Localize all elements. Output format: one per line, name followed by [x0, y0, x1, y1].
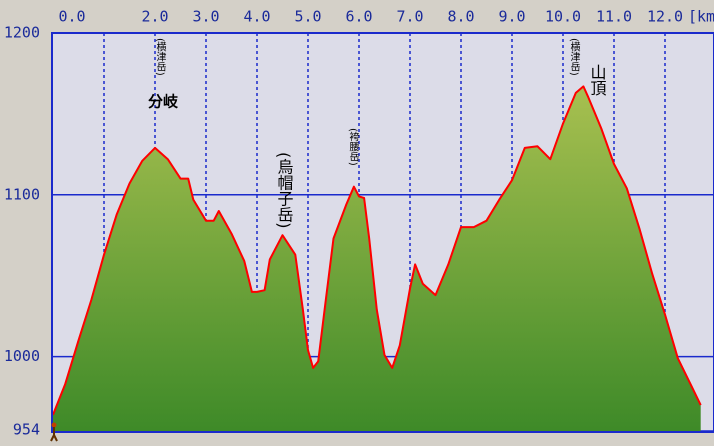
x-tick-label: 3.0 [192, 8, 219, 26]
x-tick-label: 7.0 [396, 8, 423, 26]
annotation: (袴腰岳) [347, 128, 359, 166]
y-tick-label: 1100 [4, 185, 40, 203]
x-tick-label: 0.0 [58, 8, 85, 26]
x-tick-label: 6.0 [345, 8, 372, 26]
y-tick-label: 1200 [4, 24, 40, 42]
x-tick-label: 8.0 [447, 8, 474, 26]
annotation: (横津岳) [154, 38, 166, 76]
elevation-line [52, 85, 702, 416]
annotation: (横津岳) [568, 38, 580, 76]
x-axis-label: [km [688, 8, 714, 26]
annotation: (烏帽子岳) [275, 152, 294, 228]
annotation: 山頂 [588, 64, 607, 96]
x-tick-label: 2.0 [141, 8, 168, 26]
x-tick-label: 10.0 [545, 8, 581, 26]
x-tick-label: 9.0 [498, 8, 525, 26]
annotation: 分岐 [148, 93, 179, 111]
elevation-area [53, 86, 701, 432]
x-tick-label: 5.0 [294, 8, 321, 26]
plot-border [51, 32, 714, 433]
hiker-icon [50, 422, 58, 442]
y-tick-label: 1000 [4, 347, 40, 365]
x-tick-label: 11.0 [596, 8, 632, 26]
x-tick-label: 4.0 [243, 8, 270, 26]
y-tick-label: 954 [13, 421, 40, 439]
x-tick-label: 12.0 [647, 8, 683, 26]
